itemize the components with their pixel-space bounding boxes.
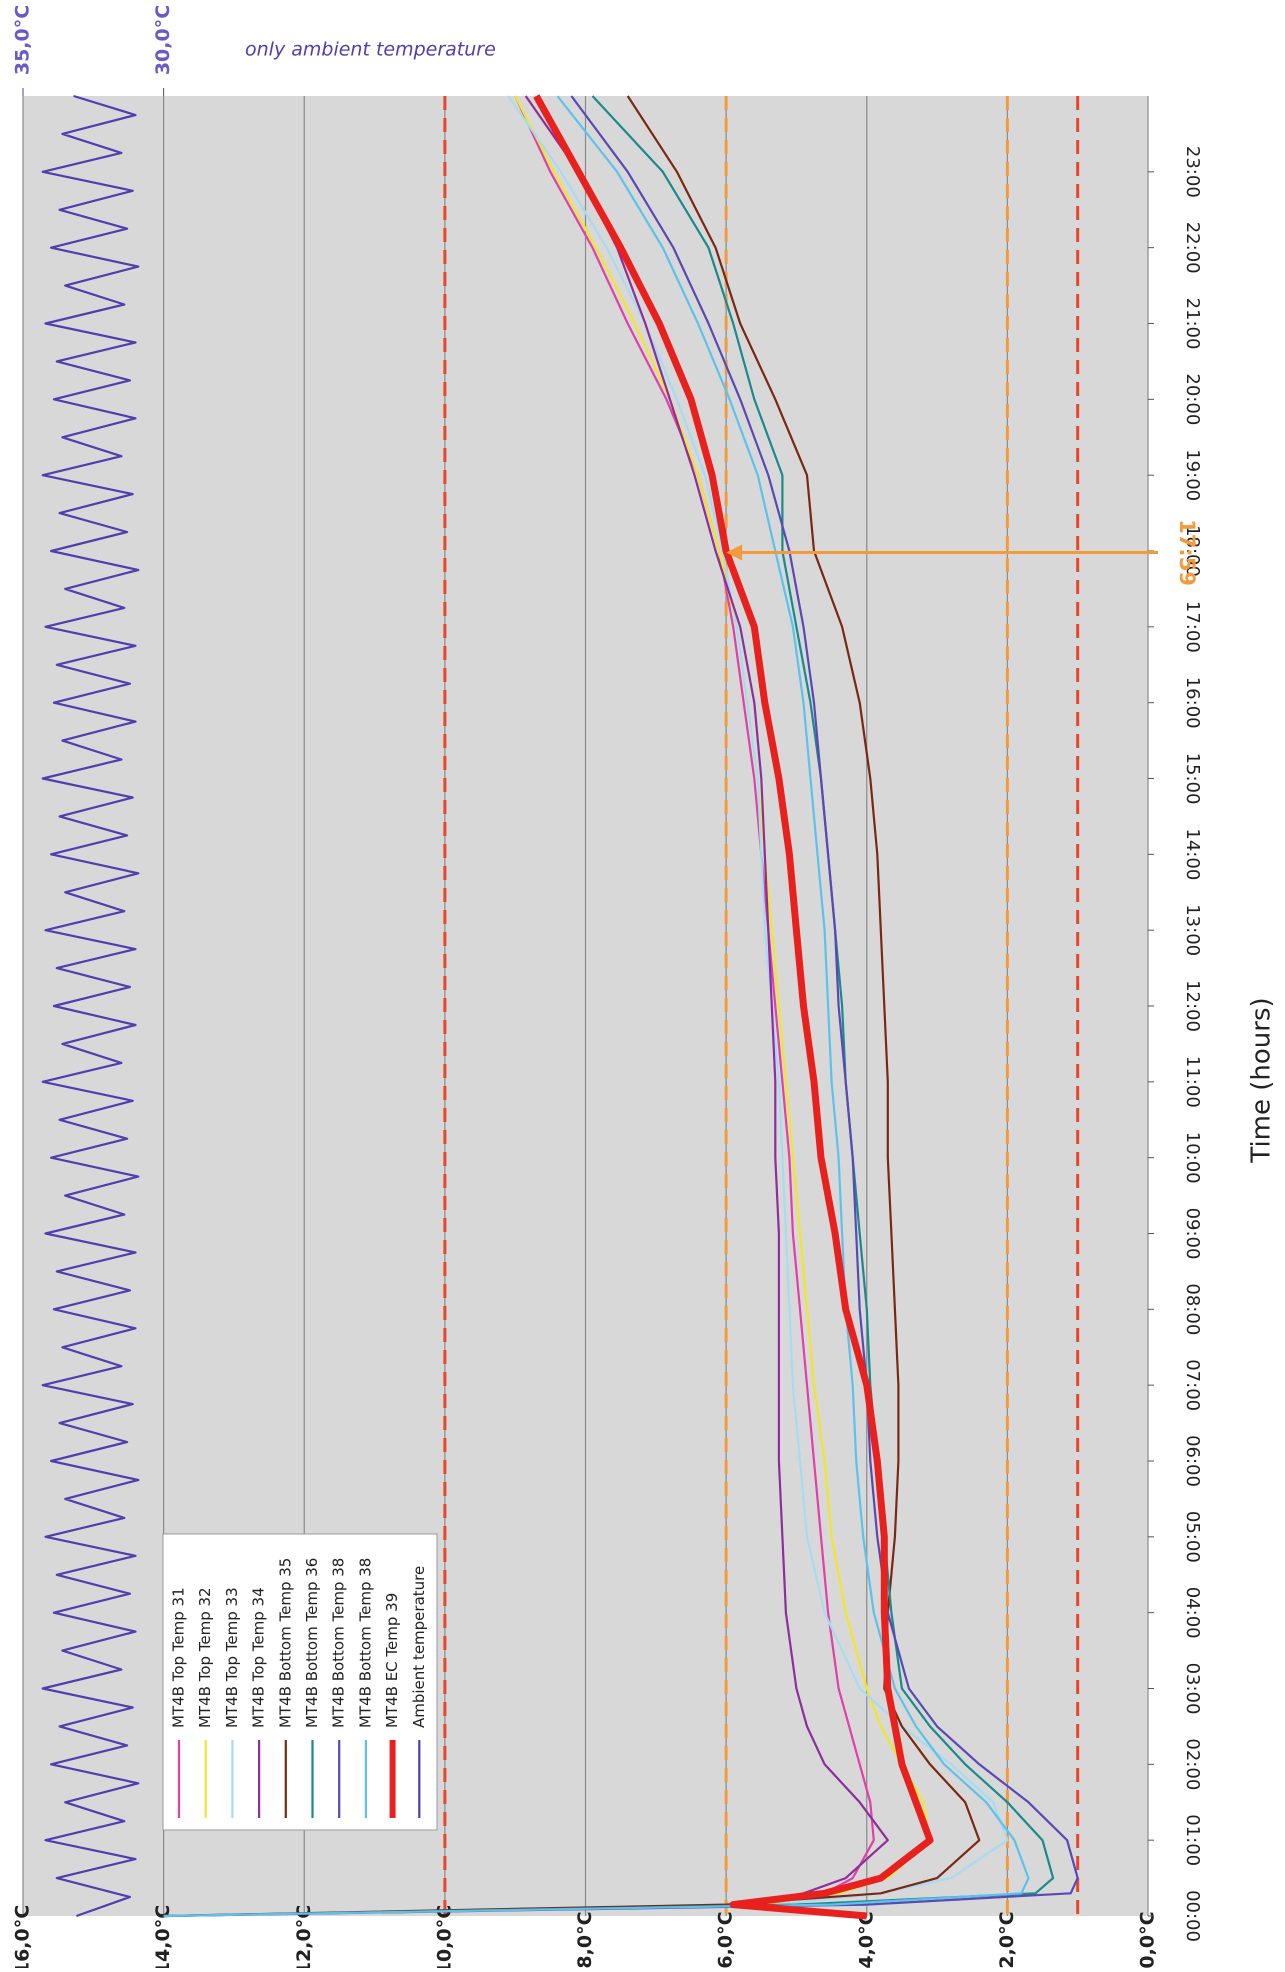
y-tick-label: 8,0°C: [574, 1911, 596, 1968]
series-line: [163, 95, 981, 1918]
series-line: [163, 95, 1030, 1918]
x-tick-label: 18:00: [1182, 525, 1203, 577]
x-tick-label: 23:00: [1182, 146, 1203, 198]
x-tick-label: 21:00: [1182, 298, 1203, 350]
y-tick-label: 6,0°C: [715, 1911, 737, 1968]
x-tick-label: 02:00: [1182, 1738, 1203, 1790]
marker-arrowhead: [726, 544, 743, 561]
x-tick-label: 14:00: [1182, 828, 1203, 880]
x-tick-label: 22:00: [1182, 222, 1203, 274]
y-tick-label: 10,0°C: [433, 1905, 455, 1968]
series-line: [533, 94, 934, 1920]
x-tick-label: 03:00: [1182, 1663, 1203, 1715]
series-line: [507, 95, 1009, 1918]
legend-label: MT4B Top Temp 34: [250, 1587, 268, 1728]
x-tick-label: 01:00: [1182, 1814, 1203, 1866]
series-line: [514, 95, 932, 1918]
y-tick-label: 2,0°C: [996, 1911, 1018, 1968]
x-tick-label: 13:00: [1182, 904, 1203, 956]
y-tick-label: 0,0°C: [1137, 1911, 1159, 1968]
y2-tick-label: 35,0°C: [12, 5, 34, 75]
legend-label: MT4B Bottom Temp 38: [330, 1558, 348, 1728]
legend-label: MT4B Top Temp 32: [196, 1587, 214, 1728]
x-tick-label: 04:00: [1182, 1587, 1203, 1639]
x-tick-label: 07:00: [1182, 1359, 1203, 1411]
x-tick-label: 00:00: [1182, 1890, 1203, 1942]
legend-label: MT4B Top Temp 33: [223, 1587, 241, 1728]
legend-label: MT4B EC Temp 39: [383, 1593, 401, 1728]
x-tick-label: 20:00: [1182, 373, 1203, 425]
series-line: [41, 94, 140, 1918]
x-tick-label: 11:00: [1182, 1056, 1203, 1108]
marker-label: 17:59: [1175, 519, 1199, 586]
x-tick-label: 08:00: [1182, 1283, 1203, 1335]
x-tick-label: 06:00: [1182, 1435, 1203, 1487]
legend-label: Ambient temperature: [410, 1566, 428, 1728]
annotation: only ambient temperature: [245, 39, 496, 61]
legend-label: MT4B Bottom Temp 38: [356, 1558, 374, 1728]
y-tick-label: 16,0°C: [12, 1905, 34, 1968]
series-line: [524, 95, 889, 1918]
x-tick-label: 15:00: [1182, 753, 1203, 805]
x-tick-label: 05:00: [1182, 1511, 1203, 1563]
x-tick-label: 09:00: [1182, 1208, 1203, 1260]
series-line: [163, 95, 1055, 1918]
x-tick-label: 16:00: [1182, 677, 1203, 729]
x-tick-label: 12:00: [1182, 980, 1203, 1032]
y-tick-label: 4,0°C: [855, 1911, 877, 1968]
series-line: [163, 95, 1079, 1918]
y2-tick-label: 30,0°C: [152, 5, 174, 75]
x-axis-title: Time (hours): [1247, 997, 1277, 1163]
legend-label: MT4B Bottom Temp 35: [276, 1558, 294, 1728]
y-tick-label: 12,0°C: [293, 1905, 315, 1968]
x-tick-label: 17:00: [1182, 601, 1203, 653]
x-tick-label: 19:00: [1182, 449, 1203, 501]
y-tick-label: 14,0°C: [152, 1905, 174, 1968]
legend-label: MT4B Bottom Temp 36: [303, 1558, 321, 1728]
legend-label: MT4B Top Temp 31: [170, 1587, 188, 1728]
x-tick-label: 10:00: [1182, 1132, 1203, 1184]
